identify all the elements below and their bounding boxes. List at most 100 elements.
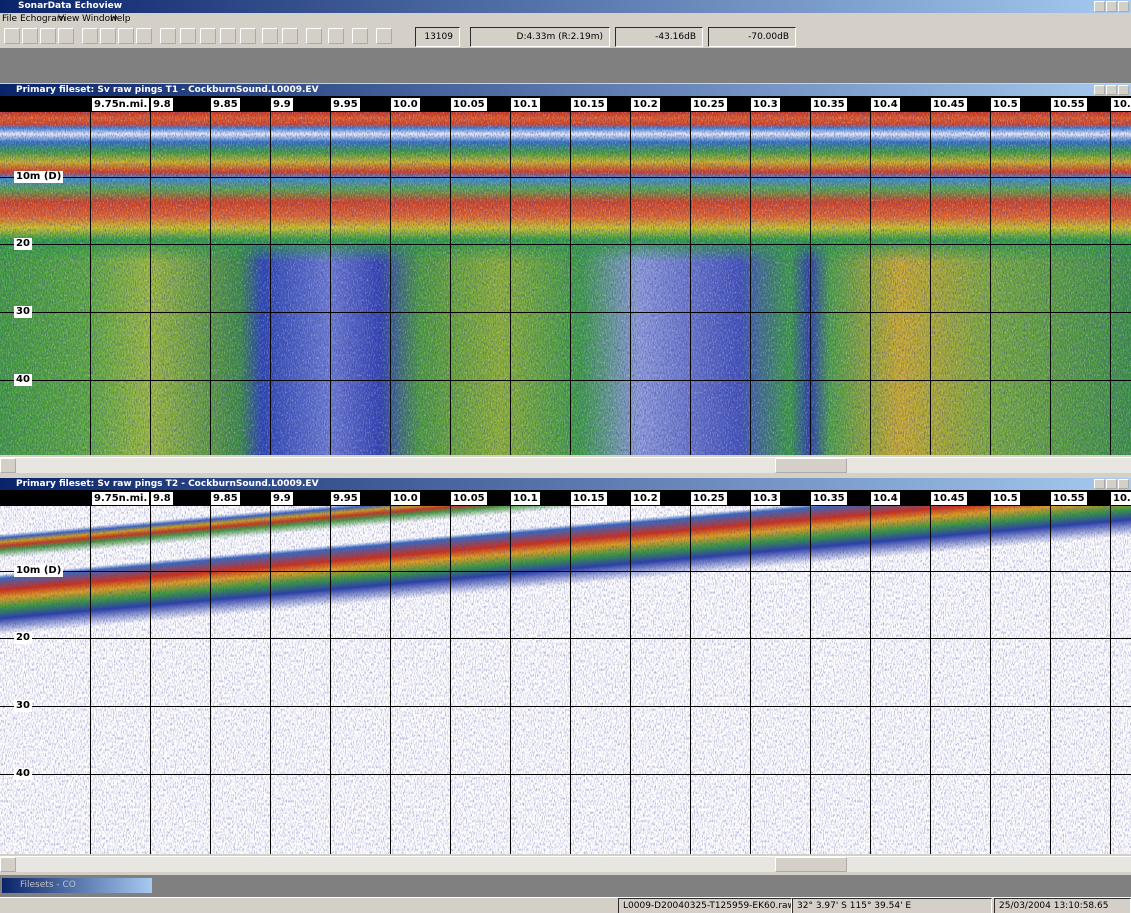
grid-line [810, 112, 811, 455]
mdi-background [0, 49, 1131, 83]
grid-line [270, 506, 271, 854]
scroll-arrow[interactable] [0, 857, 16, 872]
horizontal-scrollbar[interactable] [0, 856, 1131, 872]
grid-line [870, 506, 871, 854]
distance-label: 10.4 [871, 98, 900, 111]
tool-button[interactable] [376, 28, 392, 44]
grid-line [150, 112, 151, 455]
grid-line [150, 506, 151, 854]
tool-button[interactable] [180, 28, 196, 44]
grid-line [750, 506, 751, 854]
distance-label: 10.05 [451, 98, 487, 111]
depth-label: 40 [14, 768, 32, 780]
distance-label: 10.5 [991, 492, 1020, 505]
grid-line [630, 112, 631, 455]
tool-button[interactable] [200, 28, 216, 44]
menu-item[interactable]: View [58, 13, 79, 25]
distance-label: 10.0 [391, 98, 420, 111]
window-title-bar: Primary fileset: Sv raw pings T2 - Cockb… [0, 478, 1131, 490]
distance-label: 10. [1111, 492, 1131, 505]
scroll-thumb[interactable] [775, 857, 847, 872]
app-title: SonarData Echoview [18, 1, 122, 11]
tool-button[interactable] [136, 28, 152, 44]
distance-label: 9.8 [151, 98, 173, 111]
tool-button[interactable] [100, 28, 116, 44]
window-controls[interactable] [1094, 1, 1130, 12]
menu-item[interactable]: File [2, 13, 17, 25]
status-bar: L0009-D20040325-T125959-EK60.raw32° 3.97… [0, 897, 1131, 913]
readout-field: -70.00dB [708, 27, 796, 47]
grid-line [210, 112, 211, 455]
scroll-arrow[interactable] [0, 458, 16, 473]
distance-label: 10.25 [691, 492, 727, 505]
depth-label: 20 [14, 632, 32, 644]
window-button[interactable] [1094, 479, 1105, 489]
app-title-bar: SonarData Echoview [0, 0, 1131, 13]
tool-button[interactable] [352, 28, 368, 44]
distance-label: 10.55 [1051, 98, 1087, 111]
window-button[interactable] [1118, 85, 1129, 95]
grid-line [330, 506, 331, 854]
tool-button[interactable] [220, 28, 236, 44]
tool-button[interactable] [22, 28, 38, 44]
grid-line [90, 112, 91, 455]
tool-button[interactable] [160, 28, 176, 44]
grid-line [450, 506, 451, 854]
grid-line [1050, 506, 1051, 854]
readout-field: 13109 [415, 27, 460, 47]
window-button[interactable] [1118, 479, 1129, 489]
distance-label: 10.15 [571, 492, 607, 505]
window-button[interactable] [1106, 85, 1117, 95]
distance-label: 10.35 [811, 492, 847, 505]
window-button[interactable] [1106, 479, 1117, 489]
grid-line [1110, 506, 1111, 854]
tool-button[interactable] [306, 28, 322, 44]
window-button[interactable] [1094, 85, 1105, 95]
grid-line [210, 506, 211, 854]
tool-button[interactable] [82, 28, 98, 44]
distance-label: 10.3 [751, 98, 780, 111]
grid-line [450, 112, 451, 455]
grid-line [930, 506, 931, 854]
tool-button[interactable] [58, 28, 74, 44]
distance-label: 10.15 [571, 98, 607, 111]
grid-line [270, 112, 271, 455]
distance-label: 9.9 [271, 98, 293, 111]
distance-label: 9.85 [211, 98, 240, 111]
distance-label: 9.95 [331, 98, 360, 111]
distance-label: 10.1 [511, 492, 540, 505]
tool-button[interactable] [282, 28, 298, 44]
distance-label: 10.55 [1051, 492, 1087, 505]
grid-line [0, 706, 1131, 707]
tool-button[interactable] [262, 28, 278, 44]
depth-label: 40 [14, 374, 32, 386]
readout-field: -43.16dB [615, 27, 703, 47]
distance-label: 9.9 [271, 492, 293, 505]
depth-label: 30 [14, 306, 32, 318]
distance-label: 9.75n.mi. [92, 98, 149, 111]
grid-line [0, 774, 1131, 775]
distance-label: 9.8 [151, 492, 173, 505]
echogram-window: Primary fileset: Sv raw pings T2 - Cockb… [0, 478, 1131, 874]
grid-line [630, 506, 631, 854]
echoview-app: SonarData Echoview FileEchogramViewWindo… [0, 0, 1131, 913]
tool-button[interactable] [240, 28, 256, 44]
grid-line [570, 506, 571, 854]
echogram-noise [0, 506, 1131, 854]
grid-line [0, 312, 1131, 313]
tool-button[interactable] [40, 28, 56, 44]
distance-label: 10.45 [931, 492, 967, 505]
depth-label: 10m (D) [14, 171, 63, 183]
scroll-thumb[interactable] [775, 458, 847, 473]
tool-button[interactable] [118, 28, 134, 44]
tool-button[interactable] [328, 28, 344, 44]
depth-label: 10m (D) [14, 565, 63, 577]
horizontal-scrollbar[interactable] [0, 457, 1131, 473]
menu-item[interactable]: Help [110, 13, 131, 25]
minimized-window[interactable]: Filesets - CO [2, 878, 152, 893]
tool-button[interactable] [4, 28, 20, 44]
